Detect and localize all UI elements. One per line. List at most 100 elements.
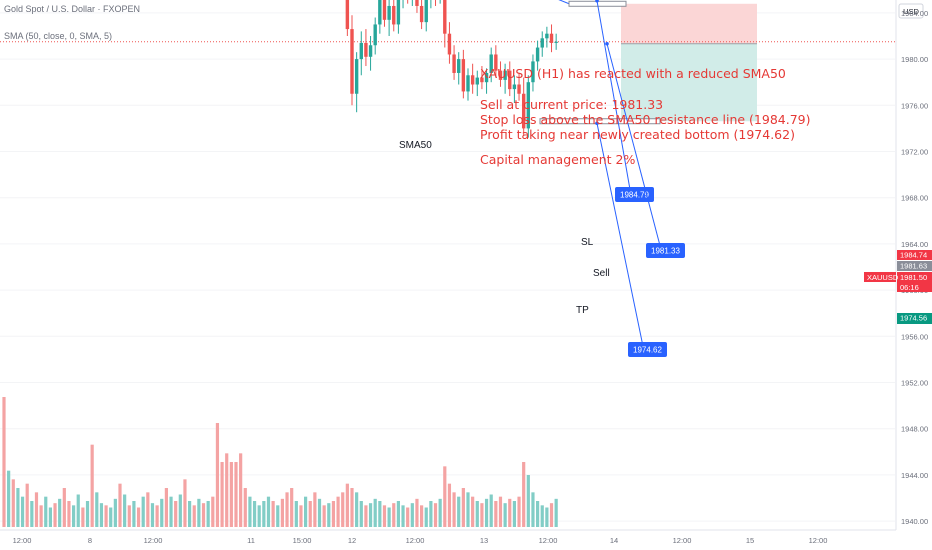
volume-bar <box>229 462 233 527</box>
annotation-line-4: Profit taking near newly created bottom … <box>480 127 795 142</box>
volume-bar <box>62 488 66 527</box>
time-tick: 14 <box>610 536 618 545</box>
volume-bar <box>364 505 368 527</box>
candle-body <box>457 59 461 73</box>
candle-body <box>368 45 373 57</box>
trade-drawings[interactable]: SMA50 SL TP Sell 1984.79 1981.33 1974.62 <box>399 0 685 357</box>
sl-leader <box>596 0 633 202</box>
volume-bar <box>262 501 266 527</box>
volume-bar <box>30 501 34 527</box>
volume-bar <box>206 501 210 527</box>
volume-bar <box>466 492 470 527</box>
stop-loss-zone <box>621 3 757 44</box>
volume-bar <box>174 501 178 527</box>
volume-bar <box>373 498 377 527</box>
volume-bar <box>359 501 363 527</box>
candle-body <box>424 0 428 23</box>
volume-bar <box>90 444 94 527</box>
volume-bar <box>169 496 173 527</box>
symbol-badge-text: XAUUSD <box>867 273 899 282</box>
volume-bar <box>248 496 252 527</box>
volume-bar <box>141 496 145 527</box>
time-tick: 12:00 <box>809 536 828 545</box>
volume-bar <box>150 503 155 527</box>
candle-body <box>517 84 521 94</box>
volume-bar <box>7 470 11 527</box>
candle-body <box>466 75 470 92</box>
sma-level-badge-text: 1981.63 <box>900 262 927 271</box>
price-tick: 1944.00 <box>901 471 928 480</box>
entry-callout-box <box>646 243 685 258</box>
symbol-title[interactable]: Gold Spot / U.S. Dollar · FXOPEN <box>4 4 141 14</box>
volume-bar <box>201 503 206 527</box>
volume-bar <box>53 503 57 527</box>
tp-level-badge <box>897 313 932 324</box>
candlestick-series <box>345 0 558 138</box>
volume-bar <box>489 494 493 527</box>
time-tick: 11 <box>247 536 255 545</box>
volume-bar <box>317 498 322 527</box>
volume-bar <box>160 498 164 527</box>
volume-bar <box>549 503 554 527</box>
time-tick: 12:00 <box>13 536 32 545</box>
volume-bar <box>471 496 475 527</box>
volume-bar <box>72 505 76 527</box>
volume-bar <box>271 501 275 527</box>
time-tick: 15 <box>746 536 754 545</box>
candle-body <box>521 93 526 129</box>
sl-label: SL <box>581 237 594 248</box>
volume-bar <box>290 488 294 527</box>
sma-legend[interactable]: SMA (50, close, 0, SMA, 5) <box>4 31 113 41</box>
volume-bar <box>503 503 507 527</box>
entry-callout-text: 1981.33 <box>651 247 680 256</box>
volume-bar <box>526 475 530 527</box>
volume-bar <box>39 505 43 527</box>
candle-body <box>443 0 447 34</box>
candle-body <box>489 54 493 73</box>
volume-bar <box>20 496 25 527</box>
candle-body <box>415 0 419 6</box>
volume-bar <box>382 505 387 527</box>
price-badge-text: 1981.50 <box>900 273 927 282</box>
volume-bar <box>438 498 442 527</box>
volume-bar <box>452 492 456 527</box>
time-axis[interactable]: 12:00 8 12:00 11 15:00 12 12:00 13 12:00 14 12:00 1… <box>0 529 896 545</box>
time-tick: 12:00 <box>406 536 425 545</box>
time-tick: 12 <box>348 536 356 545</box>
volume-bar <box>443 466 447 527</box>
volume-bar <box>508 498 512 527</box>
volume-bar <box>331 501 336 527</box>
volume-bar <box>85 501 90 527</box>
time-tick: 12:00 <box>673 536 692 545</box>
price-tick: 1940.00 <box>901 517 928 526</box>
volume-bar <box>304 496 308 527</box>
price-tick: 1956.00 <box>901 332 928 341</box>
volume-bar <box>113 498 117 527</box>
tp-label: TP <box>576 305 589 316</box>
price-axis[interactable]: USD2024.002020.002016.002012.002008.0020… <box>864 0 932 550</box>
volume-bar <box>25 483 29 527</box>
volume-bar <box>2 397 6 527</box>
volume-bar <box>58 498 62 527</box>
volume-bar <box>480 503 484 527</box>
candle-body <box>387 5 391 20</box>
volume-bar <box>378 501 382 527</box>
take-profit-marker <box>539 118 661 125</box>
candle-body <box>508 70 512 90</box>
candle-body <box>503 70 507 80</box>
volume-bar <box>424 507 428 527</box>
volume-bar <box>420 505 424 527</box>
candle-body <box>540 38 544 48</box>
candle-body <box>447 33 452 55</box>
volume-bar <box>554 498 558 527</box>
candle-body <box>498 70 503 80</box>
volume-bar <box>266 496 271 527</box>
candle-body <box>345 0 350 30</box>
volume-bar <box>276 505 280 527</box>
candle-body <box>470 75 475 85</box>
volume-bar <box>461 488 465 527</box>
volume-bar <box>188 501 192 527</box>
countdown-text: 06:16 <box>900 283 919 292</box>
candle-body <box>545 33 549 39</box>
